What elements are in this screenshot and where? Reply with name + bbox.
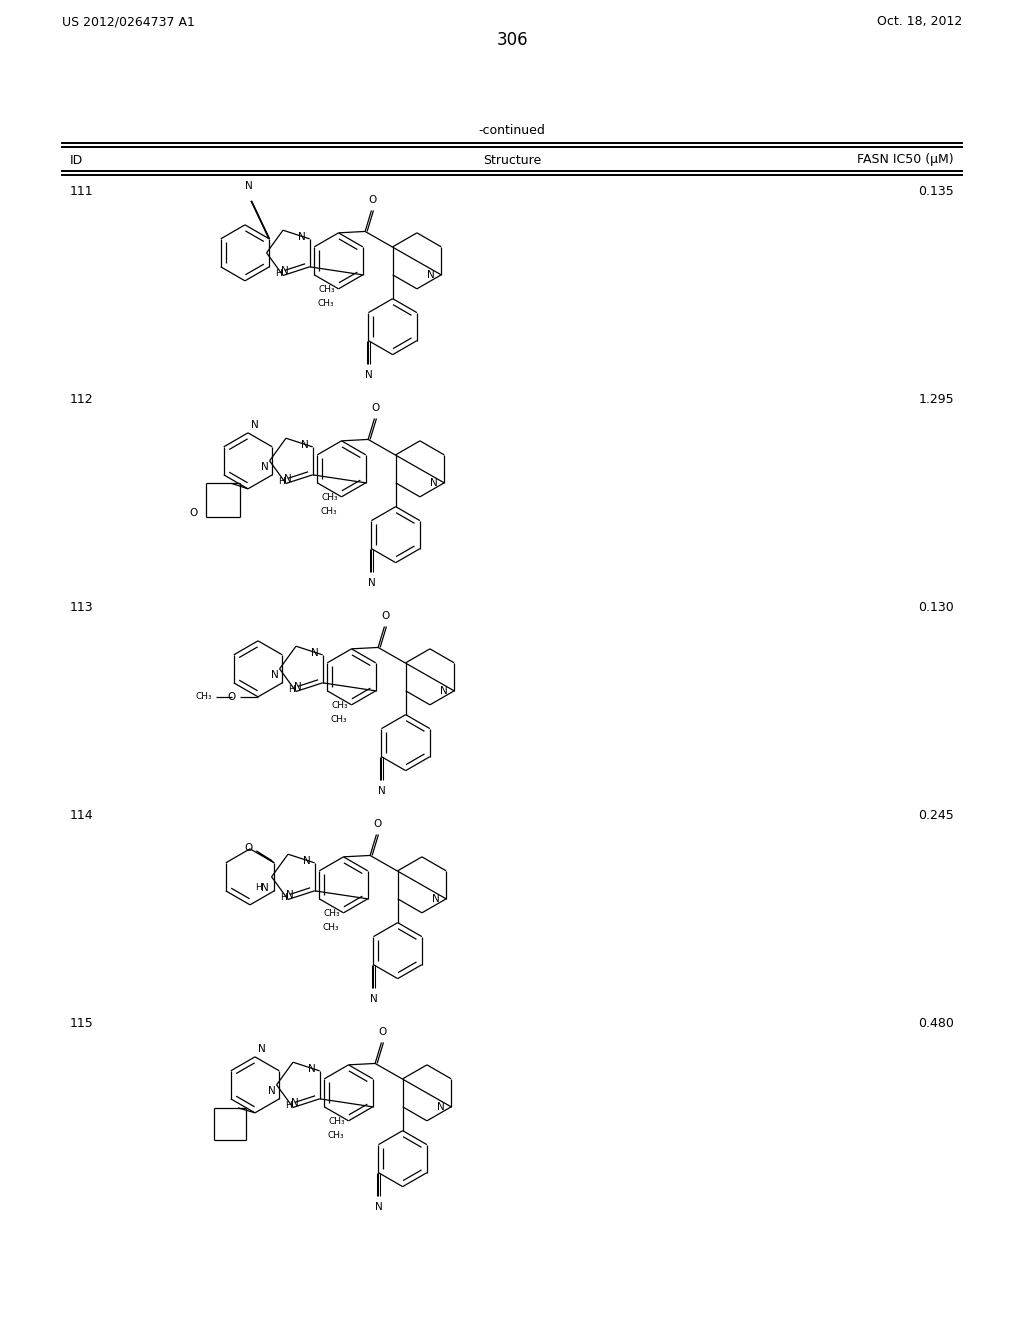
Text: O: O xyxy=(374,820,382,829)
Text: N: N xyxy=(378,787,385,796)
Text: N: N xyxy=(298,232,306,243)
Text: N: N xyxy=(440,686,449,696)
Text: H: H xyxy=(279,478,285,486)
Text: -continued: -continued xyxy=(478,124,546,137)
Text: N: N xyxy=(303,857,311,866)
Text: 115: 115 xyxy=(70,1016,94,1030)
Text: O: O xyxy=(379,1027,387,1038)
Text: ID: ID xyxy=(70,153,83,166)
Text: CH₃: CH₃ xyxy=(331,715,347,723)
Text: 0.135: 0.135 xyxy=(919,185,954,198)
Text: N: N xyxy=(287,890,294,900)
Text: N: N xyxy=(271,669,280,680)
Text: Structure: Structure xyxy=(483,153,541,166)
Text: CH₃: CH₃ xyxy=(329,1117,345,1126)
Text: O: O xyxy=(244,843,252,853)
Text: Oct. 18, 2012: Oct. 18, 2012 xyxy=(877,16,962,29)
Text: CH₃: CH₃ xyxy=(196,692,212,701)
Text: N: N xyxy=(295,681,302,692)
Text: N: N xyxy=(375,1203,382,1213)
Text: FASN IC50 (μM): FASN IC50 (μM) xyxy=(857,153,954,166)
Text: CH₃: CH₃ xyxy=(328,1131,344,1140)
Text: 111: 111 xyxy=(70,185,93,198)
Text: H: H xyxy=(281,894,287,903)
Text: O: O xyxy=(227,692,236,702)
Text: 306: 306 xyxy=(497,30,527,49)
Text: 114: 114 xyxy=(70,809,93,822)
Text: N: N xyxy=(370,994,377,1005)
Text: CH₃: CH₃ xyxy=(318,285,335,294)
Text: CH₃: CH₃ xyxy=(323,923,340,932)
Text: CH₃: CH₃ xyxy=(332,701,348,710)
Text: H: H xyxy=(288,685,295,694)
Text: CH₃: CH₃ xyxy=(324,909,340,917)
Text: N: N xyxy=(437,1102,445,1111)
Text: N: N xyxy=(251,420,259,430)
Text: N: N xyxy=(246,181,253,191)
Text: N: N xyxy=(258,1044,266,1053)
Text: O: O xyxy=(369,195,377,206)
Text: N: N xyxy=(282,265,289,276)
Text: N: N xyxy=(261,462,269,471)
Text: N: N xyxy=(311,648,319,659)
Text: 0.245: 0.245 xyxy=(919,809,954,822)
Text: N: N xyxy=(261,883,269,892)
Text: N: N xyxy=(285,474,292,483)
Text: N: N xyxy=(368,578,376,589)
Text: N: N xyxy=(292,1098,299,1107)
Text: 0.130: 0.130 xyxy=(919,601,954,614)
Text: N: N xyxy=(430,478,438,488)
Text: N: N xyxy=(365,371,373,380)
Text: O: O xyxy=(372,404,380,413)
Text: CH₃: CH₃ xyxy=(317,298,335,308)
Text: 1.295: 1.295 xyxy=(919,393,954,407)
Text: US 2012/0264737 A1: US 2012/0264737 A1 xyxy=(62,16,195,29)
Text: N: N xyxy=(308,1064,316,1074)
Text: 0.480: 0.480 xyxy=(919,1016,954,1030)
Text: CH₃: CH₃ xyxy=(322,492,338,502)
Text: CH₃: CH₃ xyxy=(321,507,338,516)
Text: N: N xyxy=(432,894,440,904)
Text: N: N xyxy=(427,269,435,280)
Text: H: H xyxy=(256,883,262,892)
Text: N: N xyxy=(301,441,309,450)
Text: 113: 113 xyxy=(70,601,93,614)
Text: O: O xyxy=(189,508,198,517)
Text: H: H xyxy=(285,1101,292,1110)
Text: 112: 112 xyxy=(70,393,93,407)
Text: O: O xyxy=(382,611,390,622)
Text: H: H xyxy=(275,269,282,279)
Text: N: N xyxy=(268,1086,276,1096)
